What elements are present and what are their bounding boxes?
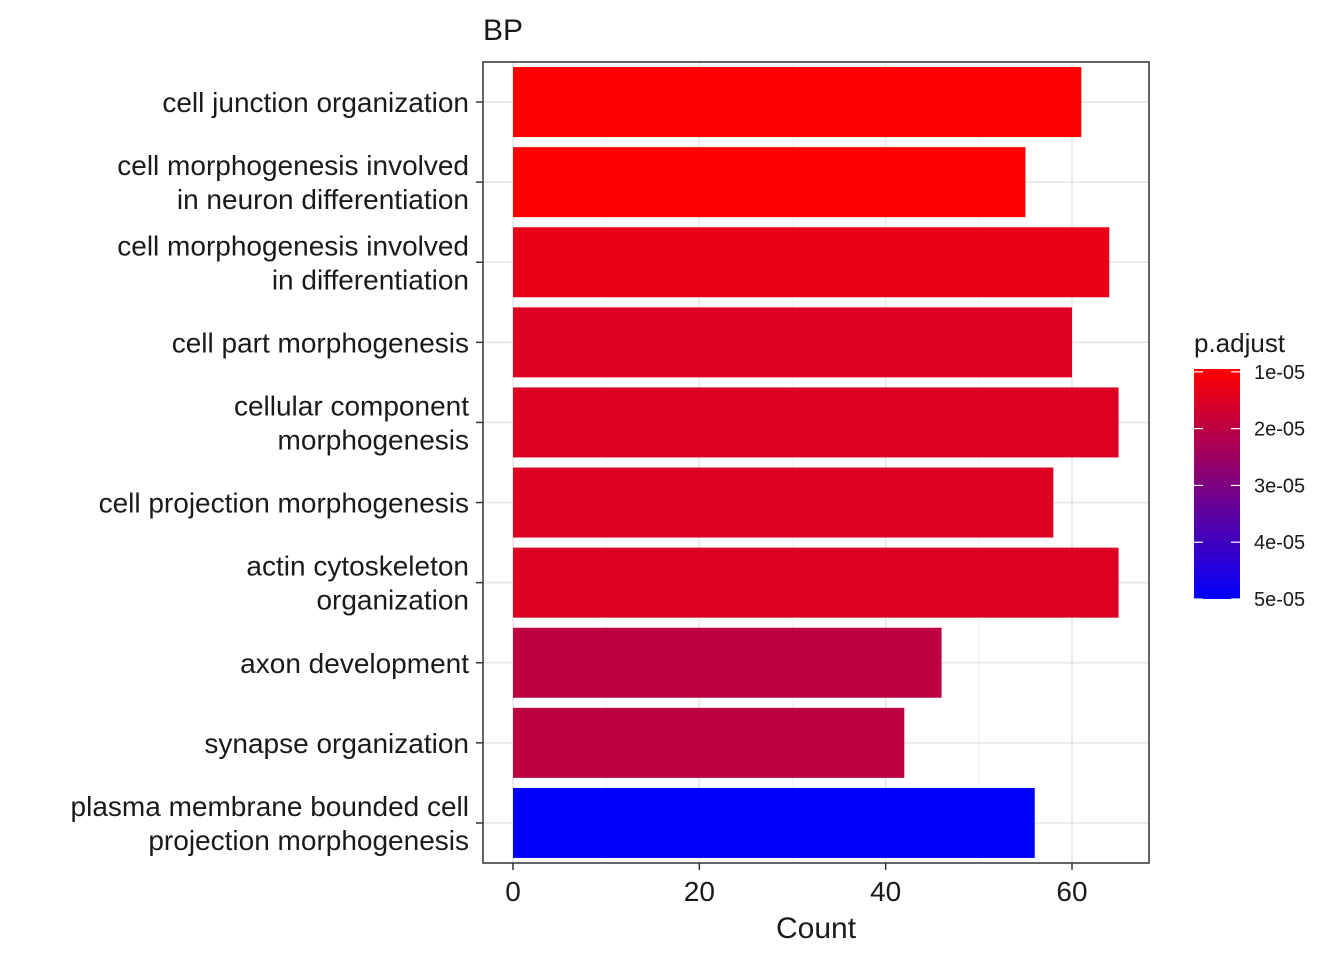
y-tick-label: cell part morphogenesis <box>172 327 469 358</box>
y-tick-label: cell junction organization <box>162 87 469 118</box>
x-axis: 0 20 40 60 <box>505 863 1088 907</box>
x-tick-label: 0 <box>505 876 521 907</box>
y-tick-label: synapse organization <box>204 728 469 759</box>
y-tick-label: actin cytoskeleton organization <box>246 551 469 616</box>
bar <box>513 707 905 778</box>
y-tick-label: cell morphogenesis involved in neuron dif… <box>117 150 469 215</box>
bar <box>513 147 1026 218</box>
y-tick-label: axon development <box>240 648 469 679</box>
bar <box>513 387 1119 458</box>
bars <box>513 67 1119 858</box>
x-axis-title: Count <box>776 912 857 945</box>
y-tick-label-line: organization <box>316 585 469 616</box>
y-tick-label-line: in differentiation <box>272 264 469 295</box>
y-tick-label-line: plasma membrane bounded cell <box>71 791 469 822</box>
y-tick-label: cellular component morphogenesis <box>234 390 469 455</box>
x-tick-label: 60 <box>1056 876 1087 907</box>
bar <box>513 627 942 698</box>
y-tick-label-line: cellular component <box>234 390 469 421</box>
legend-title: p.adjust <box>1194 328 1286 358</box>
y-tick-label-line: cell morphogenesis involved <box>117 150 469 181</box>
legend-tick-label: 2e-05 <box>1254 419 1305 441</box>
bar <box>513 67 1082 138</box>
y-tick-label-line: synapse organization <box>204 728 469 759</box>
y-tick-label-line: morphogenesis <box>278 424 469 455</box>
y-tick-label: cell morphogenesis involved in differenti… <box>117 230 469 295</box>
y-tick-label: plasma membrane bounded cell projection m… <box>71 791 469 856</box>
legend-ticks: 1e-05 2e-05 3e-05 4e-05 5e-05 <box>1194 362 1305 611</box>
bar <box>513 787 1035 858</box>
chart-title: BP <box>483 14 523 47</box>
legend-tick-label: 4e-05 <box>1254 532 1305 554</box>
y-tick-label: cell projection morphogenesis <box>99 488 469 519</box>
legend-tick-label: 1e-05 <box>1254 362 1305 384</box>
y-tick-label-line: cell part morphogenesis <box>172 327 469 358</box>
y-tick-label-line: axon development <box>240 648 469 679</box>
bar <box>513 467 1054 538</box>
y-axis: cell junction organization cell morphogen… <box>71 87 483 856</box>
y-tick-label-line: in neuron differentiation <box>177 184 469 215</box>
y-tick-label-line: actin cytoskeleton <box>246 551 469 582</box>
legend-colorbar <box>1194 369 1240 599</box>
legend: p.adjust 1e-05 2e-05 3e-05 4e-05 5e-05 <box>1194 328 1305 611</box>
y-tick-label-line: projection morphogenesis <box>148 825 469 856</box>
legend-tick-label: 5e-05 <box>1254 589 1305 611</box>
y-tick-label-line: cell junction organization <box>162 87 469 118</box>
legend-tick-label: 3e-05 <box>1254 475 1305 497</box>
y-tick-label-line: cell morphogenesis involved <box>117 230 469 261</box>
bar <box>513 307 1072 378</box>
plot-panel-border <box>482 61 1150 864</box>
bar <box>513 227 1110 298</box>
y-tick-label-line: cell projection morphogenesis <box>99 488 469 519</box>
x-tick-label: 20 <box>684 876 715 907</box>
x-tick-label: 40 <box>870 876 901 907</box>
bar <box>513 547 1119 618</box>
